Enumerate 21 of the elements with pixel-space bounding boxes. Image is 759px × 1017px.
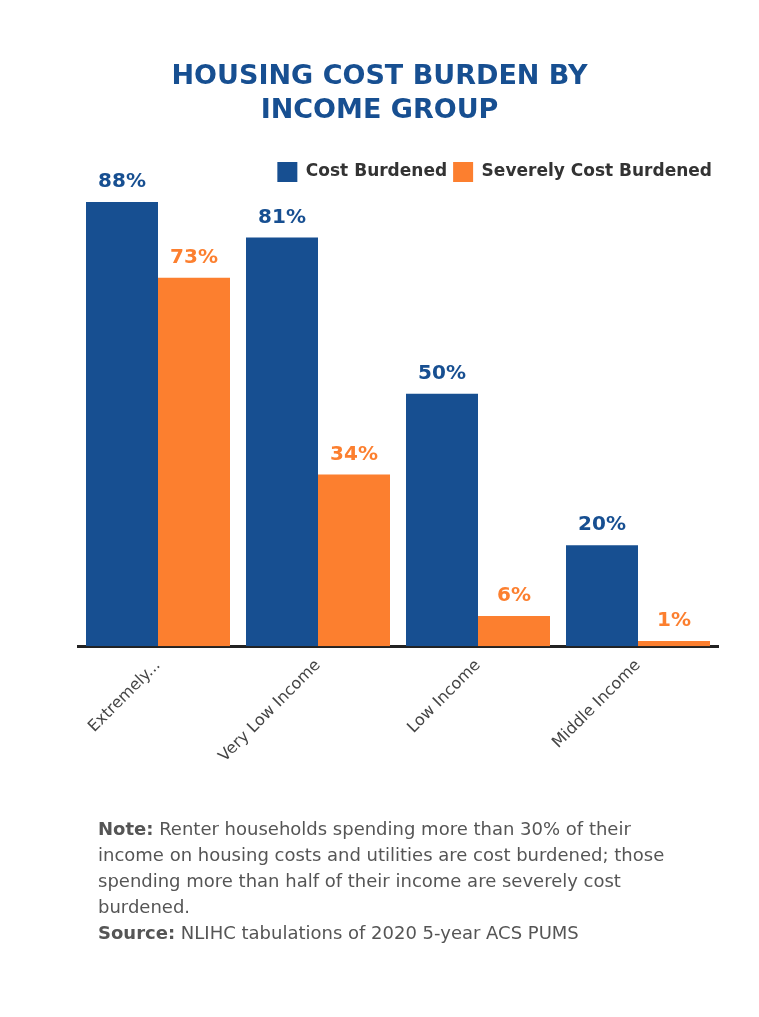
bar <box>158 277 230 647</box>
bar <box>638 641 710 647</box>
bar <box>246 237 318 647</box>
data-label: 73% <box>170 243 218 268</box>
source-note: Source: NLIHC tabulations of 2020 5-year ACS PUMS <box>98 922 579 943</box>
text: Note: Renter households spending more than 30% of their income on housing costs and utilities are cost burdened; those spending more than half of their income are severely cost burdened. <box>98 818 665 917</box>
bar <box>478 615 550 647</box>
bar <box>566 545 638 647</box>
data-label: 34% <box>330 440 378 465</box>
legend-label: Cost Burdened <box>305 160 448 181</box>
data-label: 1% <box>657 607 691 632</box>
data-label: 6% <box>497 582 531 607</box>
bar <box>86 202 158 647</box>
legend-label: Severely Cost Burdened <box>481 160 712 181</box>
bar <box>406 393 478 647</box>
bar <box>318 474 390 647</box>
data-label: 50% <box>418 360 466 385</box>
chart-title: HOUSING COST BURDEN BY INCOME GROUP <box>170 58 589 126</box>
data-label: 81% <box>258 203 306 228</box>
data-label: 20% <box>578 511 626 536</box>
data-label: 88% <box>98 168 146 193</box>
